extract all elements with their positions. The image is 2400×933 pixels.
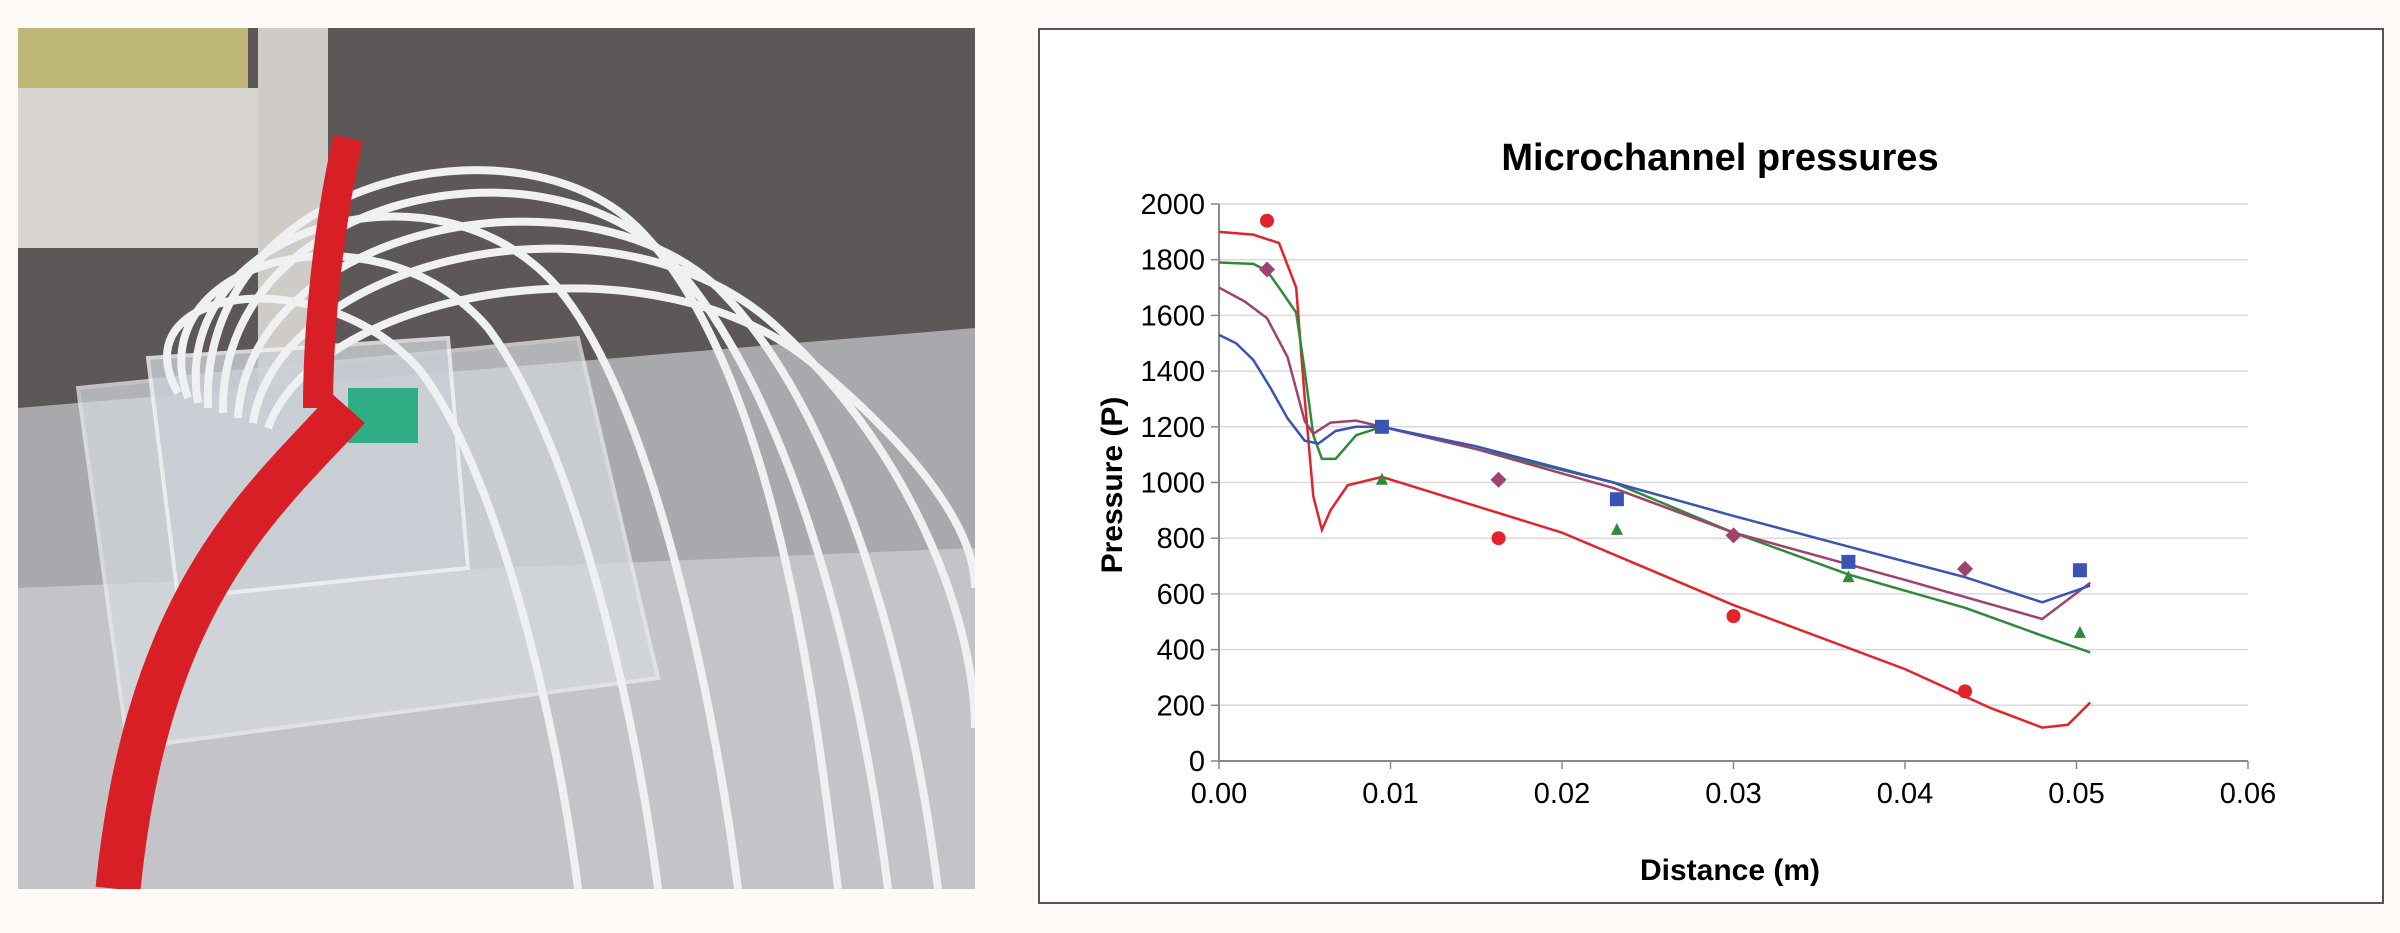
y-tick-label: 0 xyxy=(1189,746,1205,778)
apparatus-photo xyxy=(18,28,975,889)
series-line-3 xyxy=(1218,333,2091,604)
data-point-circle xyxy=(1958,684,1973,699)
series-line-1 xyxy=(1218,261,2091,654)
data-point-triangle xyxy=(1842,570,1855,583)
data-point-triangle xyxy=(2073,625,2086,638)
y-axis-label: Pressure (P) xyxy=(1096,397,1129,574)
x-tick-label: 0.02 xyxy=(1534,778,1590,810)
data-point-diamond xyxy=(1490,471,1507,488)
series-line-0 xyxy=(1218,230,2092,729)
y-tick-label: 1000 xyxy=(1140,468,1205,500)
y-tick-label: 1200 xyxy=(1140,412,1205,444)
x-tick-label: 0.04 xyxy=(1877,778,1933,810)
x-tick-label: 0.01 xyxy=(1362,778,1418,810)
x-tick-label: 0.03 xyxy=(1705,778,1761,810)
x-tick-label: 0.05 xyxy=(2048,778,2104,810)
chart-title: Microchannel pressures xyxy=(1501,137,1938,179)
data-point-square xyxy=(1609,492,1624,507)
data-point-triangle xyxy=(1610,522,1623,535)
y-tick-label: 200 xyxy=(1157,690,1205,722)
data-point-circle xyxy=(1491,531,1506,546)
y-tick-label: 600 xyxy=(1157,579,1205,611)
x-tick-label: 0.06 xyxy=(2220,778,2276,810)
data-point-circle xyxy=(1726,609,1741,624)
pressure-chart: 0 200 400 600 800 1000 1200 1400 1600 1800 2000 0.0… xyxy=(1096,137,2276,887)
y-tick-label: 400 xyxy=(1157,635,1205,667)
data-point-circle xyxy=(1260,213,1275,228)
data-point-diamond xyxy=(1957,560,1974,577)
x-axis-label: Distance (m) xyxy=(1640,854,1820,887)
y-tick-label: 1400 xyxy=(1140,356,1205,388)
y-tick-label: 2000 xyxy=(1140,189,1205,221)
data-point-square xyxy=(2072,563,2087,578)
y-tick-label: 800 xyxy=(1157,523,1205,555)
data-point-diamond xyxy=(1259,261,1276,278)
data-point-triangle xyxy=(1375,472,1388,485)
data-point-square xyxy=(1841,554,1856,569)
data-point-diamond xyxy=(1725,527,1742,544)
x-tick-label: 0.00 xyxy=(1191,778,1247,810)
y-tick-label: 1600 xyxy=(1140,300,1205,332)
chart-frame: 0 200 400 600 800 1000 1200 1400 1600 1800 2000 0.0… xyxy=(1038,28,2384,904)
data-point-square xyxy=(1374,419,1389,434)
y-tick-label: 1800 xyxy=(1140,245,1205,277)
